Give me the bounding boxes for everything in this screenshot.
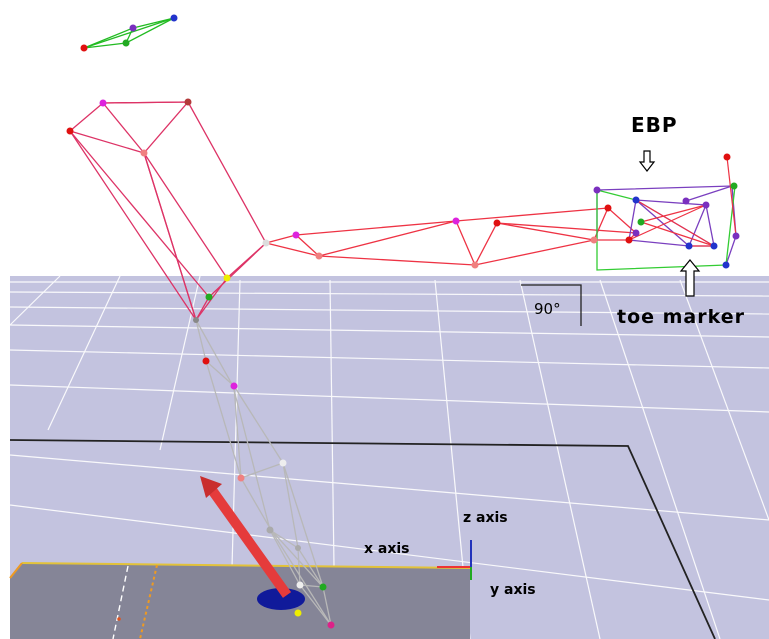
force-plate-edge-left <box>9 562 23 579</box>
plate-marker <box>117 617 121 621</box>
marker <box>604 204 612 212</box>
marker <box>205 293 213 301</box>
marker <box>625 236 633 244</box>
marker <box>122 39 130 47</box>
marker <box>223 274 231 282</box>
marker <box>202 357 210 365</box>
marker <box>730 182 738 190</box>
force-plate-divider-orange <box>139 564 158 639</box>
foot-segment <box>596 185 737 266</box>
marker <box>685 242 693 250</box>
force-plate <box>10 563 470 639</box>
marker <box>632 196 640 204</box>
marker <box>279 459 287 467</box>
marker <box>140 149 148 157</box>
marker <box>722 261 730 269</box>
markers <box>66 14 740 629</box>
marker <box>230 382 238 390</box>
marker <box>237 474 245 482</box>
marker <box>452 217 460 225</box>
marker <box>129 24 137 32</box>
y-axis-label: y axis <box>490 582 536 598</box>
ebp-arrow <box>638 150 656 172</box>
force-plate-divider-white <box>112 565 129 639</box>
marker <box>66 127 74 135</box>
marker <box>184 98 192 106</box>
marker <box>723 153 731 161</box>
toe-marker-label: toe marker <box>617 306 746 328</box>
marker <box>319 583 327 591</box>
marker <box>682 197 690 205</box>
right-angle-marker <box>521 284 582 326</box>
force-plate-edge <box>21 562 471 569</box>
marker <box>262 239 270 247</box>
force-plate-outline <box>9 439 716 639</box>
force-vector-arrow <box>200 476 292 598</box>
marker <box>292 231 300 239</box>
marker <box>637 218 645 226</box>
marker <box>99 99 107 107</box>
marker <box>471 261 479 269</box>
center-of-pressure-disc <box>257 588 305 610</box>
ebp-label: EBP <box>631 113 678 137</box>
angle-label: 90° <box>534 300 561 318</box>
marker <box>632 229 640 237</box>
marker <box>80 44 88 52</box>
marker <box>732 232 740 240</box>
marker <box>590 236 598 244</box>
marker <box>702 201 710 209</box>
z-axis-label: z axis <box>463 510 508 526</box>
x-axis-label: x axis <box>364 541 410 557</box>
marker <box>294 609 302 617</box>
toe-segment <box>628 156 737 247</box>
marker <box>710 242 718 250</box>
marker <box>593 186 601 194</box>
marker <box>296 581 304 589</box>
marker <box>327 621 335 629</box>
toe-marker-arrow <box>679 259 701 297</box>
marker <box>170 14 178 22</box>
foot-box <box>596 185 736 271</box>
marker <box>315 252 323 260</box>
marker <box>493 219 501 227</box>
marker <box>266 526 274 534</box>
marker <box>193 317 199 323</box>
marker <box>295 545 301 551</box>
